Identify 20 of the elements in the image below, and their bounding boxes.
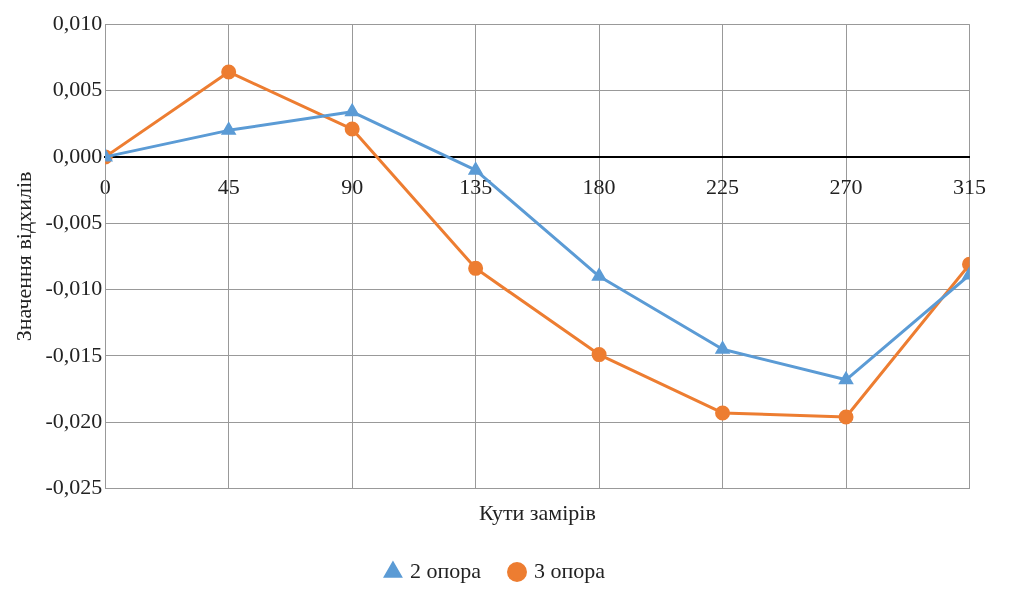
x-tick-label: 0 xyxy=(99,173,111,199)
y-tick-label: -0,020 xyxy=(45,408,103,434)
y-tick-label: -0,005 xyxy=(45,209,103,235)
y-axis-title: Значення відхилів xyxy=(10,171,36,342)
y-tick-label: -0,010 xyxy=(45,275,103,301)
y-tick-label: -0,015 xyxy=(45,341,103,367)
legend-label: 3 опора xyxy=(534,557,606,583)
x-tick-label: 180 xyxy=(582,173,616,199)
y-tick-label: -0,025 xyxy=(45,474,103,500)
legend-label: 2 опора xyxy=(409,557,482,583)
x-tick-label: 225 xyxy=(706,173,740,199)
x-tick-label: 135 xyxy=(459,173,493,199)
y-tick-label: 0,005 xyxy=(52,76,103,102)
x-tick-label: 315 xyxy=(953,173,986,199)
x-axis-title: Кути замірів xyxy=(478,499,596,525)
x-tick-label: 90 xyxy=(341,173,364,199)
x-tick-label: 270 xyxy=(829,173,863,199)
x-tick-label: 45 xyxy=(217,173,240,199)
y-tick-label: 0,000 xyxy=(52,142,103,168)
y-tick-label: 0,010 xyxy=(52,9,103,35)
